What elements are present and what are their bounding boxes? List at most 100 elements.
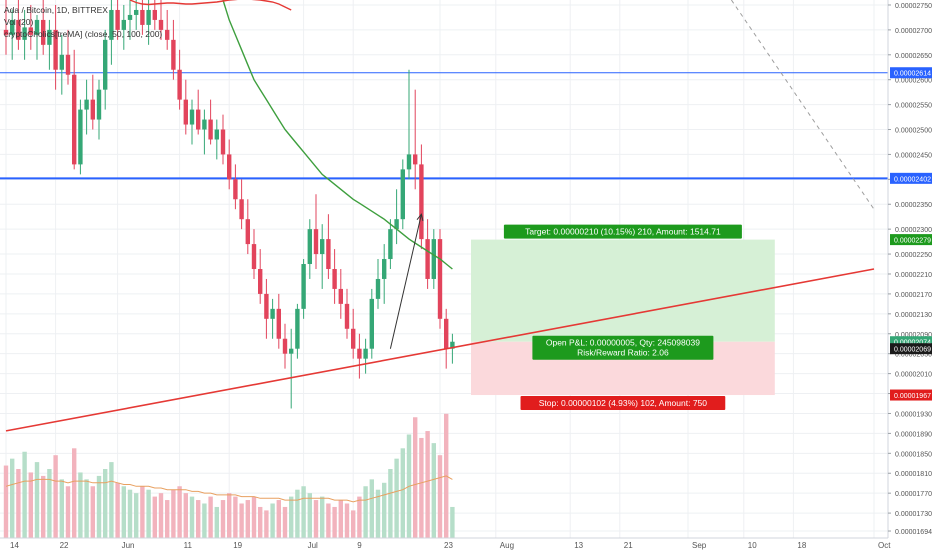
volume-bar [320,496,325,538]
candle-body [245,219,250,245]
candle [220,114,226,165]
volume-bar [84,479,89,538]
candle-body [202,119,207,130]
volume-bar [289,496,294,538]
pnl-label-bg [532,335,714,360]
stop-label-bg [520,396,726,411]
candle-body [295,308,300,349]
candle-body [152,9,157,20]
volume-bar [276,500,281,538]
volume-bar [96,475,102,538]
pnl-label: Open P&L: 0.00000005, Qty: 245098039Risk… [532,335,714,360]
candle-body [127,14,133,20]
volume-ma-line [5,475,453,503]
candle [103,29,108,110]
candle-body [394,219,399,230]
candle [115,0,120,40]
volume-bar [233,496,238,538]
candle [41,0,46,55]
ma-100-line [129,0,292,11]
candle-body [171,39,176,70]
price-tick-label: 0.00002450 [895,152,932,159]
candle-body [10,19,15,35]
candle [34,14,40,60]
time-tick-label: 18 [797,541,806,550]
candle-body [16,19,21,40]
price-tick-label: 0.00002250 [895,252,932,259]
candle [245,199,250,255]
candle-body [375,278,381,299]
candle-body [444,318,449,349]
candle [165,9,170,50]
price-tick-label: 0.00002650 [895,53,932,60]
volume-bar [394,458,399,538]
price-marker-text: 0.00002614 [894,71,931,78]
volume-bar [59,479,64,538]
pnl-label-text: Open P&L: 0.00000005, Qty: 245098039 [546,338,700,348]
volume-bar [171,489,176,538]
candle [53,4,58,90]
candle [3,0,9,55]
candle [78,99,83,175]
candle-body [121,19,126,30]
price-tick-label: 0.00002090 [895,332,932,339]
price-tick-label: 0.00002050 [895,352,932,359]
candle [419,144,424,250]
candle-body [22,27,27,40]
target-zone [471,239,775,342]
volume-bar [301,486,306,538]
arrow-head [416,213,424,222]
candle-body [34,19,40,35]
candle-body [233,179,238,200]
candle-body [369,298,374,349]
volume-bar [450,506,455,538]
volume-bar [239,503,244,538]
candle-body [406,154,412,170]
candle [189,99,195,145]
price-marker-bg [890,234,932,246]
price-tick-label: 0.00002010 [895,372,932,379]
volume-bar [78,472,83,538]
candle [425,219,430,289]
candle [264,278,269,339]
candle-body [47,29,52,45]
candle [413,89,418,190]
volume-bar [189,496,195,538]
volume-bar [177,486,182,538]
candle-body [84,99,89,110]
candle-body [332,269,337,289]
candle-body [227,154,232,180]
volume-bar [295,489,300,538]
price-tick-label: 0.00001770 [895,491,932,498]
time-tick-label: 9 [357,541,362,550]
volume-bar [282,506,288,538]
chart-legend: Ada / Bitcoin, 1D, BITTREX Vol (20) cryp… [4,4,162,40]
candle-body [425,239,430,279]
time-tick-label: Oct [878,541,891,550]
price-tick-label: 0.00002750 [895,3,932,10]
candle [301,259,306,319]
candle [394,189,399,245]
candle [338,269,343,319]
candle-body [109,9,114,40]
volume-bar [34,462,40,538]
candle-body [320,239,325,255]
candle-body [419,164,424,240]
candle [196,89,201,135]
volume-bar [208,496,213,538]
volume-bar [264,510,269,538]
candle-body [65,54,71,75]
volume-bar [109,462,114,538]
candle [270,298,275,339]
time-tick-label: 19 [233,541,242,550]
volume-bar [152,496,157,538]
price-tick-label: 0.00001730 [895,511,932,518]
volume-legend: Vol (20) [4,17,34,27]
volume-bar [245,500,250,538]
volume-bar [307,493,312,538]
volume-bar [375,489,381,538]
price-axis-bg [888,0,932,550]
candle-body [140,9,145,25]
pnl-label-text: Risk/Reward Ratio: 2.06 [577,348,669,358]
